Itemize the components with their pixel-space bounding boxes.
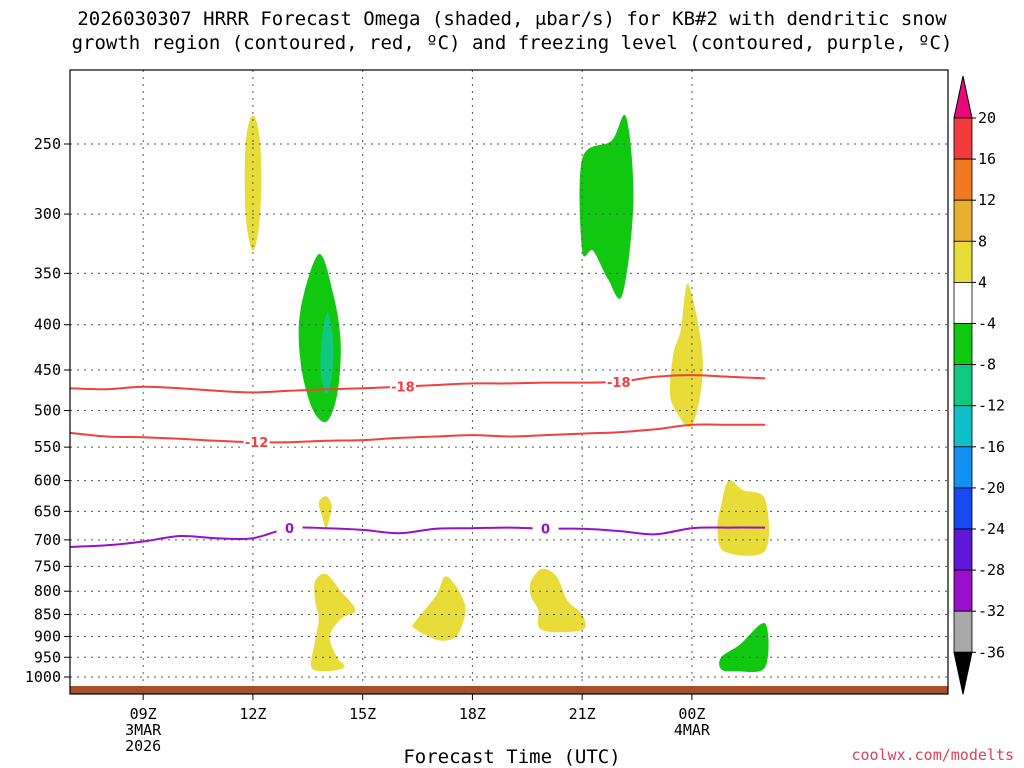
contour-2 xyxy=(70,526,766,548)
colorbar-label-9: -20 xyxy=(978,479,1005,497)
y-tick-label-550: 550 xyxy=(34,438,61,456)
y-tick-label-1000: 1000 xyxy=(25,668,61,686)
chart-title-line-2: growth region (contoured, red, ºC) and f… xyxy=(71,32,953,54)
contour-0 xyxy=(70,374,766,394)
y-tick-label-950: 950 xyxy=(34,648,61,666)
omega-regions xyxy=(244,114,770,673)
colorbar-label-8: -16 xyxy=(978,438,1005,456)
x-tick-label-21-0: 21Z xyxy=(569,705,596,723)
colorbar-band-5 xyxy=(953,323,973,365)
y-tick-label-850: 850 xyxy=(34,606,61,624)
x-tick-label-9-0: 09Z xyxy=(130,705,157,723)
colorbar-band-11 xyxy=(953,569,973,612)
y-tick-label-400: 400 xyxy=(34,316,61,334)
omega-region-2 xyxy=(320,312,334,394)
plot-area: -18 -18 -12 0 0 250 300 350 400 450 500 550 600 650 70… xyxy=(25,69,949,755)
colorbar-band-0 xyxy=(953,117,973,160)
colorbar-band-8 xyxy=(953,446,973,489)
contour-label-2-1: 0 xyxy=(541,523,550,538)
y-tick-label-800: 800 xyxy=(34,582,61,600)
colorbar-label-7: -12 xyxy=(978,397,1005,415)
colorbar-band-3 xyxy=(953,240,973,283)
x-tick-label-18-0: 18Z xyxy=(459,705,486,723)
x-tick-label-9-2: 2026 xyxy=(125,737,161,755)
contour-label-bg-2-0 xyxy=(276,520,303,537)
contour-label-1-0: -12 xyxy=(245,436,269,451)
x-tick-label-15-0: 15Z xyxy=(349,705,376,723)
y-tick-label-500: 500 xyxy=(34,402,61,420)
colorbar-band-9 xyxy=(953,487,973,530)
colorbar-label-0: 20 xyxy=(978,109,996,127)
colorbar-label-2: 12 xyxy=(978,191,996,209)
contour-label-2-0: 0 xyxy=(285,522,294,537)
colorbar-label-10: -24 xyxy=(978,520,1005,538)
omega-region-7 xyxy=(579,114,634,299)
chart-title-line-1: 2026030307 HRRR Forecast Omega (shaded, … xyxy=(77,8,947,30)
colorbar-label-6: -8 xyxy=(978,356,996,374)
y-tick-label-300: 300 xyxy=(34,205,61,223)
y-tick-label-600: 600 xyxy=(34,472,61,490)
grid-lines xyxy=(70,70,948,694)
x-tick-label-12-0: 12Z xyxy=(239,705,266,723)
colorbar-top-arrow xyxy=(953,75,973,119)
y-tick-label-450: 450 xyxy=(34,361,61,379)
contour-label-bg-2-1 xyxy=(532,520,559,537)
y-tick-label-250: 250 xyxy=(34,135,61,153)
colorbar: 20 16 12 8 4 -4 -8 -12 -16 -20 -24 -28 -32 -36 xyxy=(953,75,1005,695)
x-tick-label-24-1: 4MAR xyxy=(674,721,711,739)
omega-region-5 xyxy=(411,576,466,641)
colorbar-label-1: 16 xyxy=(978,150,996,168)
omega-region-3 xyxy=(318,496,332,529)
colorbar-label-3: 8 xyxy=(978,232,987,250)
y-tick-label-700: 700 xyxy=(34,531,61,549)
colorbar-band-1 xyxy=(953,158,973,201)
colorbar-label-5: -4 xyxy=(978,315,996,333)
colorbar-bottom-arrow xyxy=(953,651,973,695)
colorbar-label-12: -32 xyxy=(978,602,1005,620)
colorbar-band-10 xyxy=(953,528,973,571)
y-tick-label-350: 350 xyxy=(34,264,61,282)
contour-1 xyxy=(70,423,766,444)
contour-label-0-1: -18 xyxy=(607,376,631,391)
y-tick-label-900: 900 xyxy=(34,627,61,645)
omega-region-6 xyxy=(529,568,586,633)
contour-label-bg-1-0 xyxy=(243,434,270,451)
colorbar-label-4: 4 xyxy=(978,273,987,291)
credit-text: coolwx.com/modelts xyxy=(851,746,1014,764)
colorbar-band-4 xyxy=(953,281,973,324)
plot-background xyxy=(70,70,948,694)
colorbar-band-2 xyxy=(953,199,973,242)
omega-region-4 xyxy=(310,573,356,672)
colorbar-band-7 xyxy=(953,405,973,448)
colorbar-label-13: -36 xyxy=(978,643,1005,661)
y-tick-label-650: 650 xyxy=(34,502,61,520)
y-tick-label-750: 750 xyxy=(34,557,61,575)
omega-region-9 xyxy=(717,480,770,556)
x-axis-title: Forecast Time (UTC) xyxy=(403,746,621,768)
x-tick-label-24-0: 00Z xyxy=(678,705,705,723)
omega-region-8 xyxy=(670,283,703,428)
colorbar-label-11: -28 xyxy=(978,561,1005,579)
ground-bar xyxy=(70,686,948,694)
omega-region-10 xyxy=(719,623,769,673)
colorbar-band-12 xyxy=(953,610,973,653)
contour-lines: -18 -18 -12 0 0 xyxy=(70,373,766,548)
contour-label-0-0: -18 xyxy=(391,381,415,396)
colorbar-band-6 xyxy=(953,364,973,407)
contour-label-bg-0-1 xyxy=(605,373,632,390)
contour-label-bg-0-0 xyxy=(389,378,416,395)
plot-frame xyxy=(69,69,949,695)
x-tick-label-9-1: 3MAR xyxy=(125,721,162,739)
